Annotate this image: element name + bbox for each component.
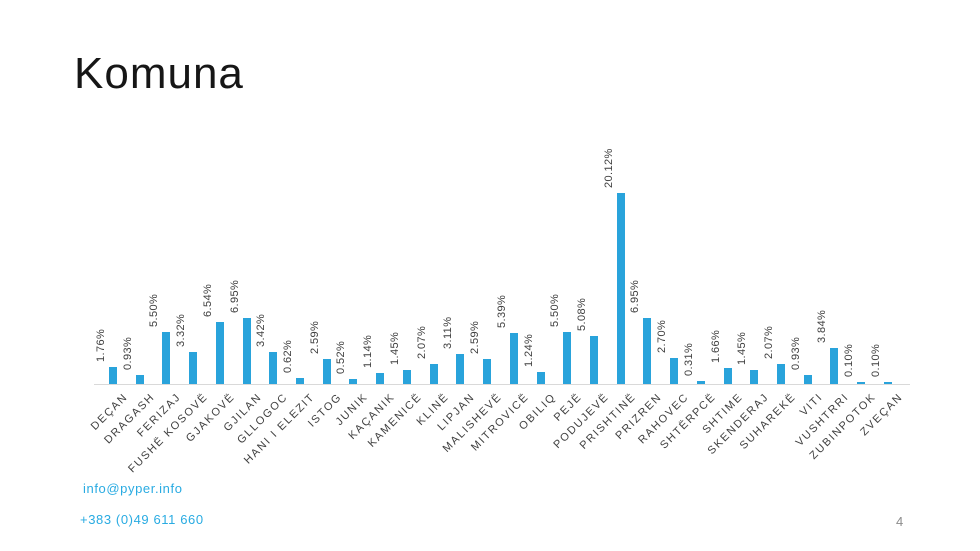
bar-value-label: 0.52%	[335, 340, 348, 374]
bar	[349, 379, 358, 384]
bar	[696, 381, 705, 384]
bar-value-label: 1.24%	[522, 333, 535, 367]
bar	[109, 367, 117, 384]
bar	[643, 318, 652, 384]
bar	[269, 352, 278, 384]
bar	[296, 378, 305, 384]
bar	[803, 375, 812, 384]
page-number: 4	[896, 514, 904, 529]
bar	[162, 332, 171, 384]
bar-value-label: 5.50%	[148, 293, 161, 327]
bar-value-label: 1.76%	[95, 328, 107, 362]
bar-value-label: 2.59%	[308, 320, 321, 354]
bar	[616, 193, 625, 384]
bar	[750, 370, 759, 384]
bar-value-label: 2.07%	[415, 325, 428, 359]
bar-value-label: 2.70%	[656, 319, 669, 353]
bar	[777, 364, 785, 384]
bar-value-label: 5.08%	[575, 297, 588, 331]
bar	[242, 318, 251, 384]
bar	[536, 372, 545, 384]
bar	[857, 382, 866, 384]
bar	[189, 352, 198, 384]
bar-value-label: 2.59%	[469, 320, 482, 354]
bar-value-label: 3.32%	[175, 313, 188, 347]
bar-value-label: 3.11%	[442, 316, 455, 349]
bar-value-label: 5.39%	[495, 294, 508, 328]
bar	[215, 322, 224, 384]
bar-value-label: 6.95%	[629, 279, 642, 313]
bar	[589, 336, 598, 384]
bar-value-label: 3.84%	[816, 309, 829, 343]
bar	[376, 373, 385, 384]
bar-value-label: 6.54%	[201, 283, 214, 317]
bar-value-label: 0.93%	[121, 336, 134, 370]
bar	[402, 370, 411, 384]
bar	[135, 375, 144, 384]
bar-value-label: 1.14%	[362, 334, 375, 368]
bar-value-label: 0.10%	[843, 343, 856, 377]
bar	[723, 368, 732, 384]
bar-value-label: 20.12%	[602, 148, 615, 188]
bar	[563, 332, 572, 384]
bar	[483, 359, 492, 384]
footer-email-link[interactable]: info@pyper.info	[83, 481, 183, 496]
bar-value-label: 0.31%	[682, 342, 695, 376]
footer-phone-link[interactable]: +383 (0)49 611 660	[80, 512, 204, 527]
page-title: Komuna	[74, 49, 244, 98]
bar	[456, 354, 465, 384]
bar	[830, 348, 839, 384]
bar-value-label: 6.95%	[228, 279, 241, 313]
x-axis-line	[94, 384, 910, 385]
bar	[883, 382, 892, 384]
bar-value-label: 5.50%	[549, 293, 562, 327]
bar	[322, 359, 331, 384]
bar	[670, 358, 679, 384]
bar-value-label: 3.42%	[255, 313, 268, 347]
bar-value-label: 0.10%	[869, 343, 882, 377]
bar-value-label: 1.45%	[388, 331, 401, 365]
bar-value-label: 1.66%	[709, 329, 722, 363]
bar-value-label: 1.45%	[736, 331, 749, 365]
bar	[429, 364, 438, 384]
bar-value-label: 2.07%	[763, 325, 775, 359]
bar-value-label: 0.62%	[282, 339, 295, 373]
bar-value-label: 0.93%	[789, 336, 802, 370]
bar	[509, 333, 518, 384]
